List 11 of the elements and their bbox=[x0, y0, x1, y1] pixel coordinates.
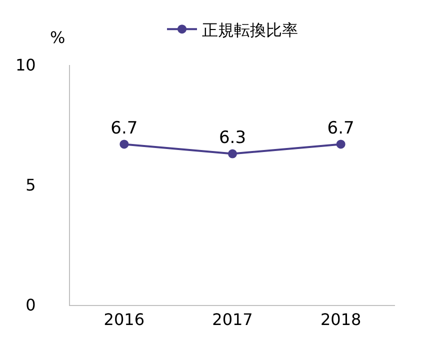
y-axis-title: % bbox=[50, 28, 66, 47]
x-tick-label: 2016 bbox=[104, 310, 145, 330]
legend-label: 正規転換比率 bbox=[202, 20, 298, 40]
data-label: 6.7 bbox=[327, 118, 354, 138]
x-tick-label: 2018 bbox=[320, 310, 362, 330]
x-tick-label: 2017 bbox=[212, 310, 253, 330]
y-tick-label: 0 bbox=[26, 296, 36, 315]
data-label: 6.3 bbox=[218, 128, 246, 148]
y-tick-label: 10 bbox=[15, 56, 36, 75]
y-tick-label: 5 bbox=[26, 176, 36, 195]
data-label: 6.7 bbox=[110, 118, 138, 138]
